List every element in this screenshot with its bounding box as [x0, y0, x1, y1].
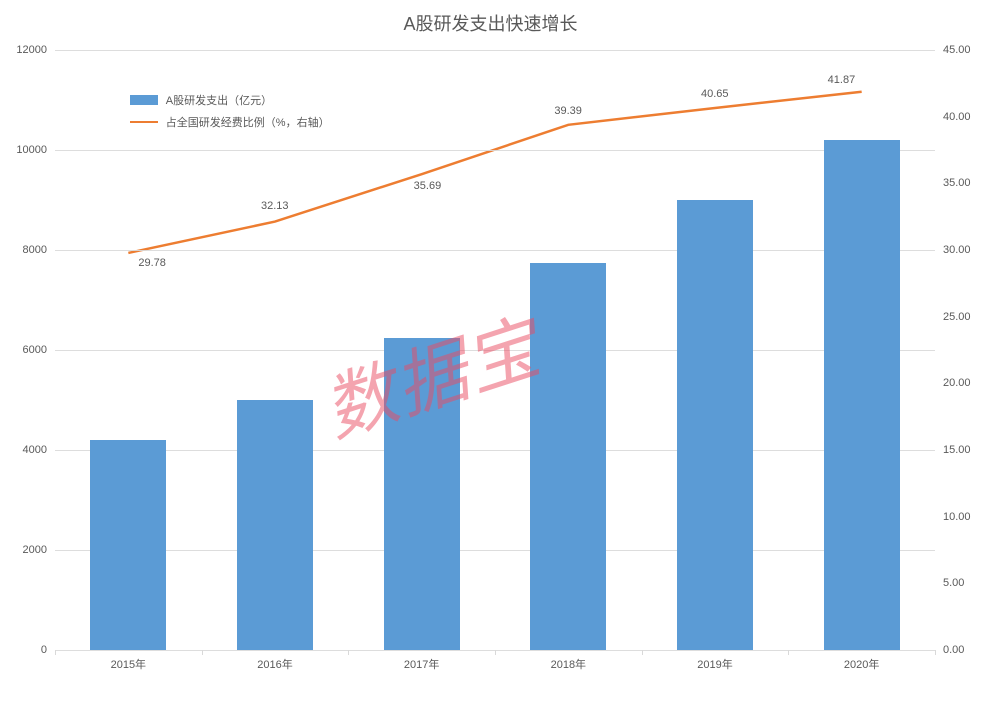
- bar: [237, 400, 313, 650]
- y-right-tick-label: 10.00: [935, 511, 971, 523]
- y-left-tick-label: 6000: [23, 344, 55, 356]
- y-left-tick-label: 4000: [23, 444, 55, 456]
- line-data-label: 29.78: [138, 257, 166, 269]
- bar: [824, 140, 900, 650]
- y-left-tick-label: 8000: [23, 244, 55, 256]
- gridline: [55, 150, 935, 151]
- y-left-tick-label: 2000: [23, 544, 55, 556]
- x-tick-mark: [495, 650, 496, 655]
- gridline: [55, 50, 935, 51]
- x-tick-label: 2020年: [844, 650, 879, 672]
- y-left-tick-label: 12000: [16, 44, 55, 56]
- legend: A股研发支出（亿元） 占全国研发经费比例（%，右轴）: [130, 92, 330, 136]
- y-right-tick-label: 30.00: [935, 244, 971, 256]
- x-tick-mark: [55, 650, 56, 655]
- x-tick-label: 2015年: [111, 650, 146, 672]
- y-right-tick-label: 5.00: [935, 577, 964, 589]
- line-data-label: 39.39: [554, 105, 582, 117]
- bar: [530, 263, 606, 651]
- x-tick-label: 2016年: [257, 650, 292, 672]
- x-tick-label: 2017年: [404, 650, 439, 672]
- y-left-tick-label: 10000: [16, 144, 55, 156]
- y-right-tick-label: 35.00: [935, 177, 971, 189]
- gridline: [55, 550, 935, 551]
- x-tick-mark: [202, 650, 203, 655]
- bar: [677, 200, 753, 650]
- gridline: [55, 250, 935, 251]
- chart-root: A股研发支出快速增长 0200040006000800010000120000.…: [0, 0, 981, 703]
- bar: [384, 338, 460, 651]
- y-right-tick-label: 0.00: [935, 644, 964, 656]
- x-tick-mark: [642, 650, 643, 655]
- legend-label: A股研发支出（亿元）: [166, 92, 272, 108]
- legend-item: 占全国研发经费比例（%，右轴）: [130, 114, 330, 130]
- y-right-tick-label: 40.00: [935, 111, 971, 123]
- y-right-tick-label: 25.00: [935, 311, 971, 323]
- line-data-label: 41.87: [828, 74, 856, 86]
- line-data-label: 35.69: [414, 180, 442, 192]
- y-right-tick-label: 20.00: [935, 377, 971, 389]
- chart-title: A股研发支出快速增长: [0, 10, 981, 36]
- x-tick-label: 2018年: [551, 650, 586, 672]
- bar: [90, 440, 166, 650]
- line-data-label: 32.13: [261, 200, 289, 212]
- gridline: [55, 350, 935, 351]
- legend-swatch-bar-icon: [130, 95, 158, 105]
- x-tick-mark: [788, 650, 789, 655]
- legend-label: 占全国研发经费比例（%，右轴）: [166, 114, 330, 130]
- y-right-tick-label: 45.00: [935, 44, 971, 56]
- gridline: [55, 450, 935, 451]
- y-left-tick-label: 0: [41, 644, 55, 656]
- plot-area: 0200040006000800010000120000.005.0010.00…: [55, 50, 935, 650]
- line-data-label: 40.65: [701, 88, 729, 100]
- y-right-tick-label: 15.00: [935, 444, 971, 456]
- legend-swatch-line-icon: [130, 121, 158, 124]
- x-tick-label: 2019年: [697, 650, 732, 672]
- x-tick-mark: [935, 650, 936, 655]
- x-tick-mark: [348, 650, 349, 655]
- legend-item: A股研发支出（亿元）: [130, 92, 330, 108]
